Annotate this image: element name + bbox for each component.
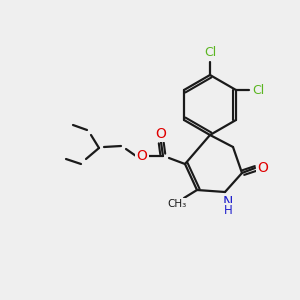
Text: N: N	[223, 195, 233, 209]
Text: CH₃: CH₃	[167, 199, 187, 209]
Text: H: H	[224, 203, 232, 217]
Text: Cl: Cl	[204, 46, 216, 59]
Text: Cl: Cl	[252, 83, 264, 97]
Text: O: O	[156, 127, 167, 141]
Text: O: O	[258, 161, 268, 175]
Text: O: O	[136, 149, 147, 163]
